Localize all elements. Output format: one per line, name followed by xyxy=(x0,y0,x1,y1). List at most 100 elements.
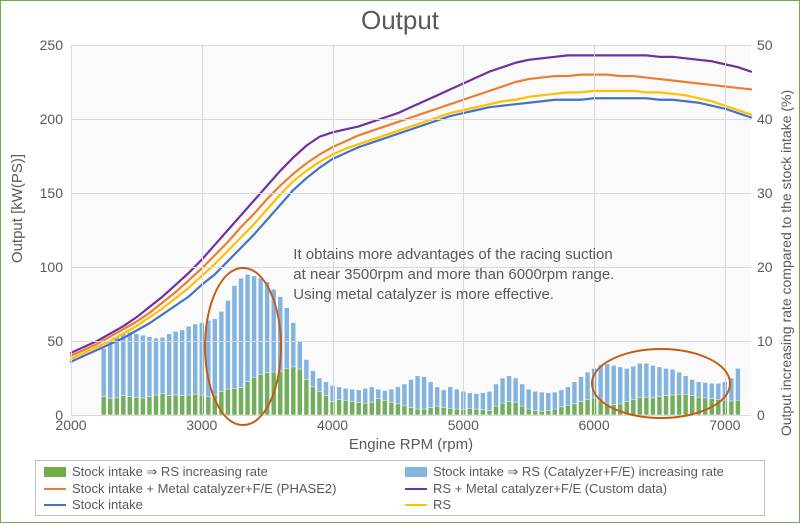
bar-green_rate xyxy=(324,396,329,415)
legend-line-icon xyxy=(405,488,427,490)
bar-green_rate xyxy=(729,401,734,415)
y-left-tick: 100 xyxy=(23,259,63,275)
gridline-h xyxy=(71,193,751,194)
legend-item: Stock intake xyxy=(44,497,395,512)
bar-green_rate xyxy=(409,408,414,415)
x-tick: 4000 xyxy=(317,417,348,433)
bar-green_rate xyxy=(467,408,472,415)
x-axis-label: Engine RPM (rpm) xyxy=(71,436,751,453)
x-tick: 3000 xyxy=(186,417,217,433)
bar-green_rate xyxy=(441,408,446,415)
y-left-tick: 150 xyxy=(23,185,63,201)
y-right-tick: 0 xyxy=(757,407,787,423)
bar-green_rate xyxy=(101,397,106,416)
bar-green_rate xyxy=(343,400,348,415)
bar-green_rate xyxy=(173,395,178,415)
y-right-tick: 20 xyxy=(757,259,787,275)
bar-green_rate xyxy=(147,397,152,416)
annotation-ellipse-0 xyxy=(204,267,281,426)
bar-green_rate xyxy=(337,399,342,415)
bar-green_rate xyxy=(494,406,499,415)
gridline-v xyxy=(202,45,203,415)
bar-green_rate xyxy=(297,369,302,415)
bar-green_rate xyxy=(402,405,407,415)
y-right-tick: 40 xyxy=(757,111,787,127)
line-stock_intake xyxy=(71,98,751,361)
bar-green_rate xyxy=(369,402,374,415)
plot-area: It obtains more advantages of the racing… xyxy=(71,45,751,415)
annotation-ellipse-1 xyxy=(591,348,731,419)
bar-green_rate xyxy=(114,398,119,415)
line-stock_metal_fe xyxy=(71,75,751,356)
y-right-tick: 50 xyxy=(757,37,787,53)
legend-label: Stock intake ⇒ RS increasing rate xyxy=(72,464,268,480)
bar-green_rate xyxy=(291,367,296,415)
gridline-v xyxy=(71,45,72,415)
bar-green_rate xyxy=(186,395,191,415)
legend-line-icon xyxy=(405,504,427,506)
x-tick: 6000 xyxy=(578,417,609,433)
bar-green_rate xyxy=(507,402,512,415)
bar-green_rate xyxy=(572,404,577,415)
bar-green_rate xyxy=(565,405,570,415)
gridline-v xyxy=(333,45,334,415)
bar-green_rate xyxy=(206,397,211,416)
legend-item: Stock intake ⇒ RS increasing rate xyxy=(44,464,395,480)
legend-label: RS xyxy=(433,497,451,512)
y-right-tick: 30 xyxy=(757,185,787,201)
bar-green_rate xyxy=(500,403,505,415)
bar-green_rate xyxy=(108,399,113,415)
bar-green_rate xyxy=(160,394,165,415)
legend-item: RS + Metal catalyzer+F/E (Custom data) xyxy=(405,481,756,496)
gridline-h xyxy=(71,341,751,342)
legend: Stock intake ⇒ RS increasing rateStock i… xyxy=(35,460,765,516)
line-rs xyxy=(71,91,751,359)
bar-green_rate xyxy=(382,400,387,415)
legend-item: Stock intake + Metal catalyzer+F/E (PHAS… xyxy=(44,481,395,496)
legend-swatch-icon xyxy=(405,467,427,477)
bar-green_rate xyxy=(428,408,433,415)
x-tick: 2000 xyxy=(55,417,86,433)
bar-green_rate xyxy=(585,399,590,415)
y-left-tick: 50 xyxy=(23,333,63,349)
legend-label: RS + Metal catalyzer+F/E (Custom data) xyxy=(433,481,667,496)
bar-green_rate xyxy=(520,406,525,415)
legend-line-icon xyxy=(44,504,66,506)
bar-green_rate xyxy=(134,397,139,415)
bar-green_rate xyxy=(310,387,315,415)
legend-label: Stock intake + Metal catalyzer+F/E (PHAS… xyxy=(72,481,336,496)
output-chart: Output Output [kW(PS)] Output increasing… xyxy=(0,0,800,523)
bar-green_rate xyxy=(376,399,381,415)
bar-green_rate xyxy=(140,398,145,415)
bar-green_rate xyxy=(193,394,198,415)
gridline-v xyxy=(594,45,595,415)
y-left-tick: 250 xyxy=(23,37,63,53)
bar-green_rate xyxy=(304,379,309,415)
legend-label: Stock intake xyxy=(72,497,143,512)
bar-green_rate xyxy=(395,404,400,415)
bar-green_rate xyxy=(127,397,132,416)
y-right-tick: 10 xyxy=(757,333,787,349)
legend-label: Stock intake ⇒ RS (Catalyzer+F/E) increa… xyxy=(433,464,724,480)
gridline-h xyxy=(71,45,751,46)
bar-green_rate xyxy=(735,400,740,415)
chart-title: Output xyxy=(1,5,799,36)
bar-green_rate xyxy=(579,402,584,415)
bar-green_rate xyxy=(284,368,289,415)
legend-item: Stock intake ⇒ RS (Catalyzer+F/E) increa… xyxy=(405,464,756,480)
gridline-v xyxy=(725,45,726,415)
gridline-v xyxy=(463,45,464,415)
y-left-tick: 200 xyxy=(23,111,63,127)
bar-green_rate xyxy=(121,396,126,415)
x-tick: 7000 xyxy=(709,417,740,433)
bar-green_rate xyxy=(180,396,185,415)
bar-green_rate xyxy=(363,403,368,415)
annotation-text: It obtains more advantages of the racing… xyxy=(293,245,713,306)
bar-green_rate xyxy=(356,402,361,415)
bar-green_rate xyxy=(448,408,453,415)
bar-green_rate xyxy=(513,402,518,415)
gridline-h xyxy=(71,119,751,120)
x-tick: 5000 xyxy=(448,417,479,433)
legend-item: RS xyxy=(405,497,756,512)
bar-green_rate xyxy=(317,391,322,415)
